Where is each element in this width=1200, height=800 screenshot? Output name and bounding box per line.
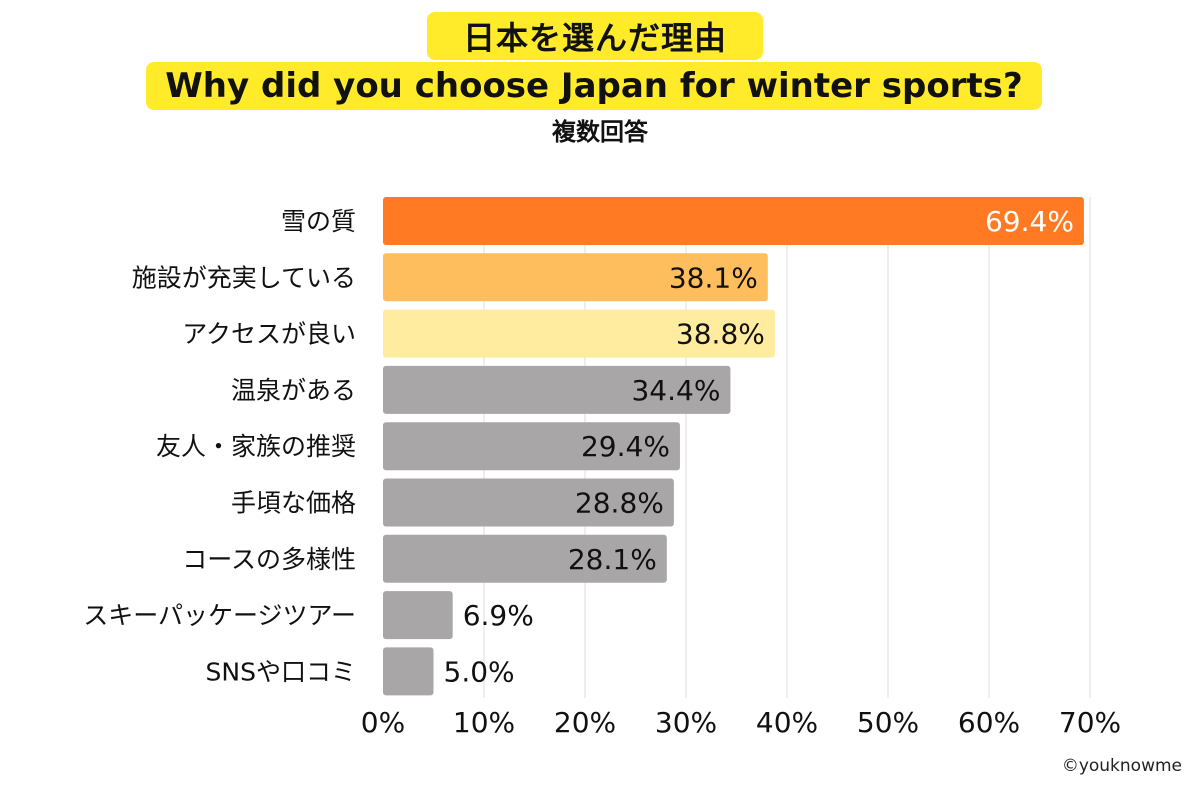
- category-label: SNSや口コミ: [206, 657, 356, 686]
- data-label: 28.8%: [575, 487, 664, 520]
- x-tick-label: 50%: [857, 706, 919, 739]
- data-label: 69.4%: [985, 205, 1074, 238]
- category-label: 施設が充実している: [132, 263, 356, 292]
- x-tick-label: 30%: [655, 706, 717, 739]
- data-label: 38.1%: [669, 261, 758, 294]
- chart-title-en: Why did you choose Japan for winter spor…: [146, 62, 1042, 110]
- x-tick-label: 60%: [958, 706, 1020, 739]
- category-label: 友人・家族の推奨: [156, 432, 356, 461]
- category-label: 手頃な価格: [231, 489, 356, 518]
- category-label: アクセスが良い: [182, 320, 356, 349]
- x-tick-label: 10%: [453, 706, 515, 739]
- category-label: スキーパッケージツアー: [83, 601, 356, 630]
- data-label: 6.9%: [463, 599, 534, 632]
- bar: [383, 591, 453, 640]
- chart-title-jp: 日本を選んだ理由: [427, 12, 763, 60]
- x-tick-label: 40%: [756, 706, 818, 739]
- title-block: 日本を選んだ理由 Why did you choose Japan for wi…: [0, 0, 1200, 150]
- x-tick-label: 0%: [361, 706, 405, 739]
- category-label: コースの多様性: [182, 545, 356, 574]
- data-label: 29.4%: [581, 430, 670, 463]
- bar: [383, 309, 775, 358]
- bar: [383, 197, 1084, 245]
- bar: [383, 478, 674, 527]
- data-label: 28.1%: [568, 543, 657, 576]
- category-label: 温泉がある: [231, 376, 356, 405]
- bar: [383, 422, 680, 471]
- bar: [383, 253, 768, 302]
- x-tick-label: 20%: [554, 706, 616, 739]
- data-label: 34.4%: [631, 374, 720, 407]
- data-label: 38.8%: [676, 318, 765, 351]
- credit-text: ©youknowme: [1061, 756, 1182, 776]
- chart-subtitle: 複数回答: [552, 118, 648, 146]
- category-label: 雪の質: [281, 207, 356, 236]
- bar: [383, 365, 731, 414]
- bar: [383, 534, 667, 583]
- x-tick-label: 70%: [1059, 706, 1121, 739]
- data-label: 5.0%: [444, 655, 515, 688]
- bar: [383, 647, 434, 696]
